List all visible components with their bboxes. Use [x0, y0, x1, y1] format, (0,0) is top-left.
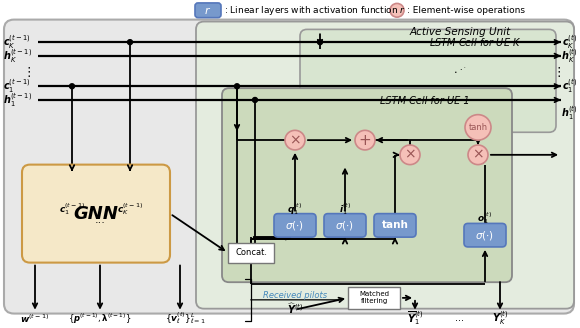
- Text: LSTM Cell for UE $K$: LSTM Cell for UE $K$: [429, 36, 521, 48]
- Text: $\vdots$: $\vdots$: [552, 65, 560, 78]
- Circle shape: [355, 130, 375, 150]
- Text: GNN: GNN: [74, 205, 118, 223]
- Text: tanh: tanh: [382, 220, 408, 230]
- Text: $\sigma(\cdot)$: $\sigma(\cdot)$: [285, 219, 305, 232]
- FancyBboxPatch shape: [374, 214, 416, 237]
- Circle shape: [465, 115, 491, 140]
- Text: $\boldsymbol{q}_1^{(t)}$: $\boldsymbol{q}_1^{(t)}$: [287, 201, 303, 216]
- Text: $r$: $r$: [204, 5, 212, 16]
- Circle shape: [400, 145, 420, 165]
- Text: $\overline{\boldsymbol{Y}}_1^{(t)}$: $\overline{\boldsymbol{Y}}_1^{(t)}$: [407, 310, 423, 327]
- Text: $\boldsymbol{i}_1^{(t)}$: $\boldsymbol{i}_1^{(t)}$: [339, 201, 351, 216]
- Text: $\boldsymbol{c}_1^{(t-1)}$: $\boldsymbol{c}_1^{(t-1)}$: [59, 201, 85, 216]
- Text: Received pilots: Received pilots: [263, 291, 327, 300]
- FancyBboxPatch shape: [4, 20, 574, 314]
- Text: $\times$: $\times$: [404, 148, 416, 162]
- Text: $\sigma(\cdot)$: $\sigma(\cdot)$: [335, 219, 354, 232]
- Text: $\boldsymbol{c}_K^{(t)}$: $\boldsymbol{c}_K^{(t)}$: [562, 33, 577, 51]
- Circle shape: [285, 130, 305, 150]
- Text: Matched
filtering: Matched filtering: [359, 291, 389, 304]
- Text: $\vdots$: $\vdots$: [22, 65, 31, 78]
- Text: $\boldsymbol{c}_1^{(t)}$: $\boldsymbol{c}_1^{(t)}$: [562, 77, 577, 95]
- Circle shape: [390, 3, 404, 17]
- Text: $+$: $+$: [358, 133, 372, 148]
- Text: $\{\boldsymbol{p}^{(t-1)},\boldsymbol{\lambda}^{(t-1)}\}$: $\{\boldsymbol{p}^{(t-1)},\boldsymbol{\l…: [68, 311, 132, 326]
- Text: Active Sensing Unit: Active Sensing Unit: [409, 27, 510, 37]
- Text: : Linear layers with activation function $r$: : Linear layers with activation function…: [224, 4, 406, 17]
- Text: $\times$: $\times$: [472, 148, 484, 162]
- Text: $\sigma(\cdot)$: $\sigma(\cdot)$: [476, 229, 495, 242]
- FancyBboxPatch shape: [22, 165, 170, 263]
- FancyBboxPatch shape: [195, 3, 221, 18]
- FancyBboxPatch shape: [300, 30, 556, 132]
- Text: $\widehat{\boldsymbol{Y}}^{(t)}$: $\widehat{\boldsymbol{Y}}^{(t)}$: [287, 301, 303, 316]
- Text: $\boldsymbol{c}_K^{(t-1)}$: $\boldsymbol{c}_K^{(t-1)}$: [3, 33, 31, 51]
- Text: $\boldsymbol{h}_K^{(t)}$: $\boldsymbol{h}_K^{(t)}$: [561, 47, 577, 65]
- Text: ...: ...: [95, 215, 106, 225]
- Text: $\boldsymbol{c}_1^{(t-1)}$: $\boldsymbol{c}_1^{(t-1)}$: [3, 77, 31, 95]
- Circle shape: [317, 40, 322, 45]
- Text: LSTM Cell for UE 1: LSTM Cell for UE 1: [380, 96, 470, 106]
- Bar: [228, 243, 274, 263]
- Circle shape: [234, 84, 240, 89]
- Text: $\{\boldsymbol{v}_\ell^{(t)}\}_{\ell=1}^L$: $\{\boldsymbol{v}_\ell^{(t)}\}_{\ell=1}^…: [165, 311, 205, 326]
- FancyBboxPatch shape: [274, 214, 316, 237]
- Text: tanh: tanh: [469, 123, 488, 132]
- Text: $\boldsymbol{h}_K^{(t-1)}$: $\boldsymbol{h}_K^{(t-1)}$: [3, 47, 32, 65]
- FancyBboxPatch shape: [222, 88, 512, 282]
- Text: ...: ...: [455, 314, 465, 323]
- Circle shape: [70, 84, 74, 89]
- Text: $\boldsymbol{Y}_K^{(t)}$: $\boldsymbol{Y}_K^{(t)}$: [492, 310, 508, 327]
- Text: $\cdot^{\,\cdot^{\cdot}}$: $\cdot^{\,\cdot^{\cdot}}$: [453, 67, 467, 76]
- Text: $\boldsymbol{h}_1^{(t-1)}$: $\boldsymbol{h}_1^{(t-1)}$: [3, 91, 32, 109]
- Circle shape: [252, 97, 258, 102]
- Text: Concat.: Concat.: [235, 248, 267, 257]
- Text: $\boldsymbol{w}^{(t-1)}$: $\boldsymbol{w}^{(t-1)}$: [20, 312, 49, 325]
- FancyBboxPatch shape: [324, 214, 366, 237]
- Circle shape: [468, 145, 488, 165]
- FancyBboxPatch shape: [464, 223, 506, 247]
- Bar: [348, 287, 400, 309]
- Circle shape: [128, 40, 132, 45]
- Text: $\boldsymbol{o}_1^{(t)}$: $\boldsymbol{o}_1^{(t)}$: [477, 211, 492, 226]
- FancyBboxPatch shape: [196, 22, 574, 309]
- Text: : Element-wise operations: : Element-wise operations: [407, 6, 525, 15]
- Text: $\times$: $\times$: [289, 133, 301, 147]
- Text: $\boldsymbol{c}_K^{(t-1)}$: $\boldsymbol{c}_K^{(t-1)}$: [117, 201, 143, 216]
- Text: $\boldsymbol{h}_1^{(t)}$: $\boldsymbol{h}_1^{(t)}$: [561, 104, 577, 122]
